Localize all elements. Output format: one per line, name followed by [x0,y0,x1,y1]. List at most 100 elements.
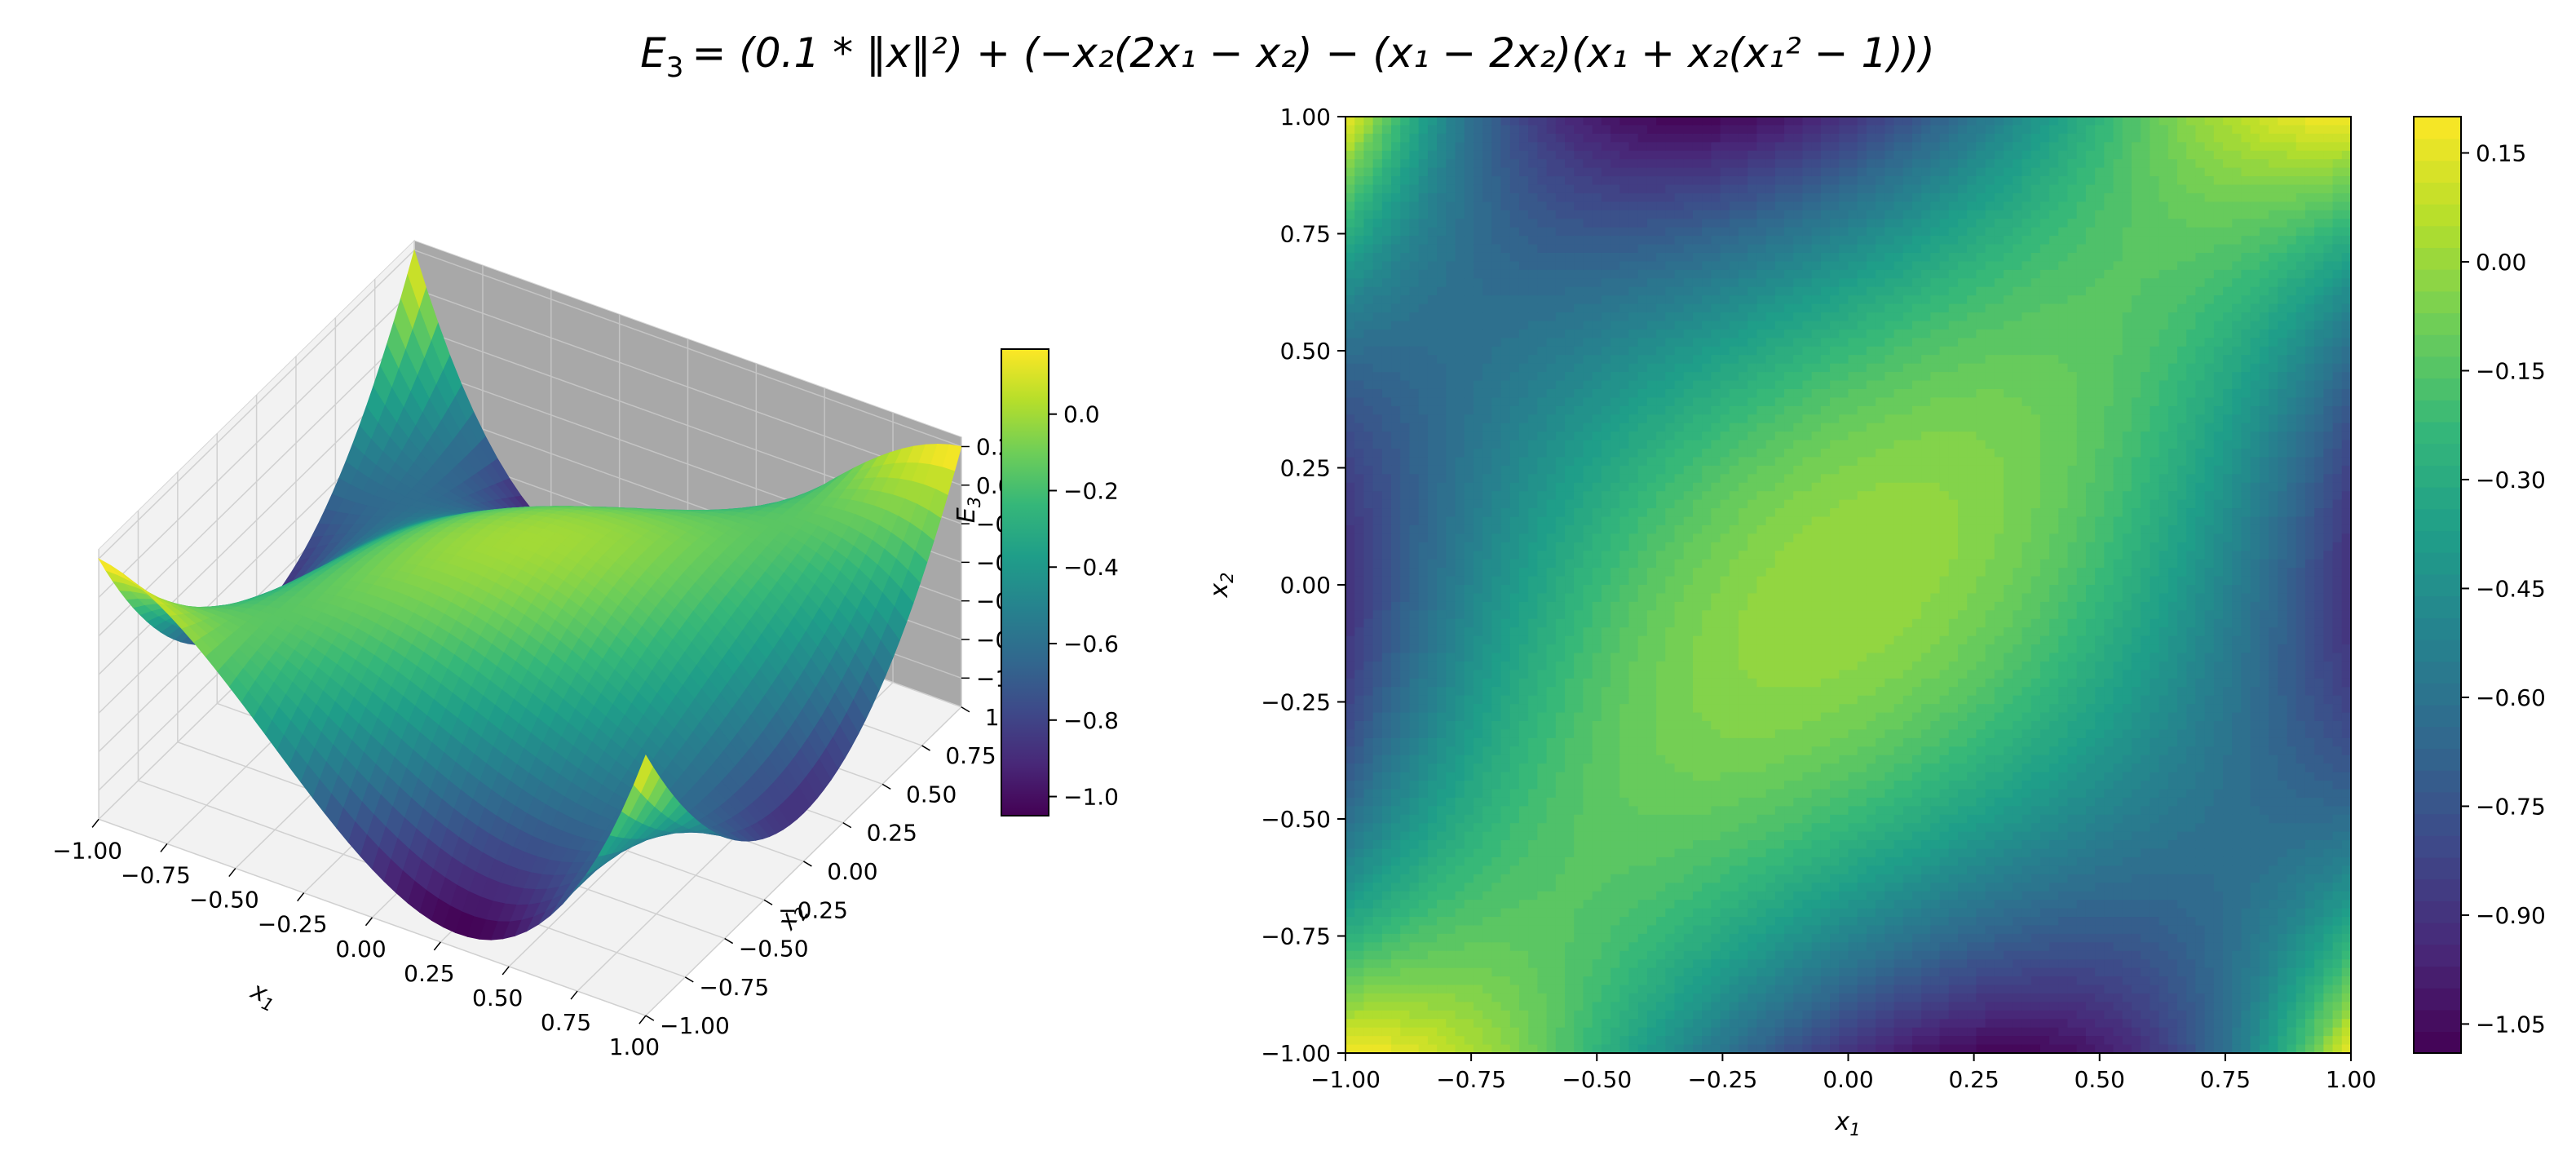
contour-cell [1546,763,1557,773]
contour-cell [1509,661,1520,671]
contour-cell [1400,737,1411,747]
contour-cell [1537,1019,1548,1029]
contour-cell [1537,423,1548,432]
contour-cell [1518,993,1529,1003]
contour-cell [1427,729,1438,739]
contour-cell [1345,491,1355,501]
contour-cell [1528,1010,1539,1020]
contour-cell [1418,900,1429,909]
contour-cell [1473,865,1483,875]
contour-cell [1518,942,1529,952]
contour-cell [1555,900,1566,909]
contour-cell [1455,925,1465,935]
contour-cell [1427,891,1438,901]
contour-cell [1437,219,1447,228]
contour-cell [1437,414,1447,424]
contour-cell [1473,729,1483,739]
contour-cell [1482,355,1493,365]
contour-cell [1546,184,1557,194]
contour-cell [1565,295,1575,305]
contour-cell [1528,363,1539,373]
contour-cell [1354,831,1365,841]
contour-cell [1518,465,1529,476]
contour-cell [1555,1044,1566,1054]
contour-cell [1427,848,1438,858]
contour-cell [1473,508,1483,518]
contour-cell [1500,117,1511,126]
contour-cell [1391,670,1401,679]
contour-cell [1491,942,1502,952]
contour-cell [1509,167,1520,177]
contour-cell [1381,346,1392,356]
contour-cell [1500,405,1511,415]
contour-cell [1473,125,1483,135]
contour-cell [1354,976,1365,986]
contour-cell [1491,457,1502,467]
contour-cell [1400,533,1411,543]
contour-cell [1455,610,1465,620]
contour-cell [1500,720,1511,731]
contour-cell [1400,219,1411,228]
contour-cell [1555,261,1566,271]
contour-cell [1509,423,1520,432]
contour-cell [1555,508,1566,518]
contour-cell [1473,559,1483,569]
contour-cell [1464,925,1474,935]
contour-cell [1464,1027,1474,1037]
contour-cell [1464,704,1474,714]
contour-cell [1546,363,1557,373]
contour-cell [1500,542,1511,551]
contour-cell [1491,542,1502,551]
contour-cell [1446,491,1456,501]
contour-cell [1427,210,1438,219]
contour-cell [1500,303,1511,313]
contour-cell [1381,286,1392,296]
contour-cell [1427,440,1438,449]
contour-cell [1537,823,1548,833]
contour-cell [1491,236,1502,246]
contour-cell [1345,372,1355,382]
contour-cell [1400,831,1411,841]
contour-cell [1455,449,1465,458]
contour-cell [1537,568,1548,578]
contour-cell [1546,210,1557,219]
contour-cell [1537,729,1548,739]
contour-cell [1446,695,1456,705]
contour-cell [1427,635,1438,645]
contour-cell [1400,823,1411,833]
contour-cell [1491,1044,1502,1054]
contour-cell [1427,201,1438,211]
contour-cell [1409,465,1420,476]
contour-cell [1409,329,1420,339]
contour-cell [1500,950,1511,960]
contour-cell [1427,593,1438,603]
contour-cell [1363,593,1374,603]
x-tick-mark-3d [570,990,578,1000]
contour-cell [1518,551,1529,560]
contour-cell [1464,1010,1474,1020]
contour-cell [1500,1044,1511,1054]
x-tick-mark-3d [160,843,168,852]
contour-cell [1464,423,1474,432]
contour-cell [1354,278,1365,288]
contour-cell [1482,644,1493,654]
contour-cell [1500,848,1511,858]
contour-cell [1500,491,1511,501]
contour-cell [1354,942,1365,952]
contour-cell [1565,142,1575,152]
contour-cell [1409,499,1420,509]
contour-cell [1381,355,1392,365]
contour-cell [1427,865,1438,875]
contour-cell [1391,687,1401,697]
contour-cell [1491,269,1502,279]
contour-cell [1381,278,1392,288]
contour-cell [1537,814,1548,824]
contour-cell [1482,533,1493,543]
contour-cell [1400,593,1411,603]
contour-cell [1455,278,1465,288]
contour-cell [1455,192,1465,203]
contour-cell [1565,236,1575,246]
contour-cell [1473,1002,1483,1011]
contour-cell [1381,482,1392,492]
contour-cell [1345,286,1355,296]
